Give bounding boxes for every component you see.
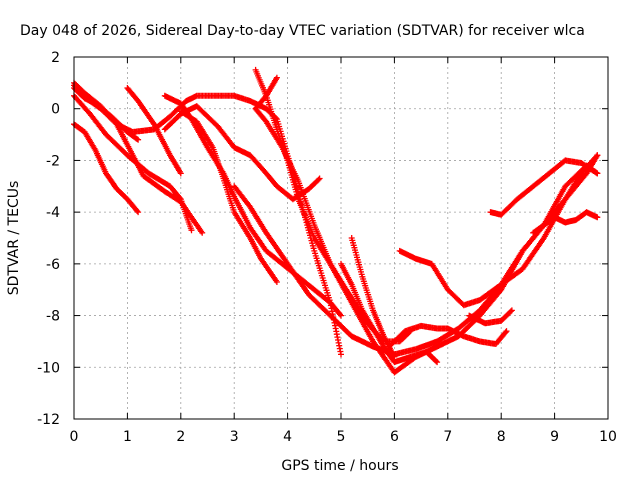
y-tick-label: -2 [46, 153, 60, 169]
y-tick-label: -8 [46, 309, 60, 325]
x-tick-label: 3 [230, 429, 239, 445]
series-point-marks [338, 260, 441, 366]
series-track-16 [386, 322, 510, 350]
series-point-marks [386, 322, 510, 350]
x-tick-label: 7 [443, 429, 452, 445]
y-tick-label: 2 [51, 50, 60, 66]
series-track-17 [466, 307, 515, 327]
x-tick-label: 2 [176, 429, 185, 445]
series-track-9 [177, 108, 280, 285]
y-tick-label: -10 [37, 360, 60, 376]
series-point-marks [124, 85, 184, 177]
axis-ticks: 0 1 2 3 4 5 6 7 8 9 10 -12 -10 -8 -6 -4 -2 0 2 [37, 50, 617, 445]
chart-title: Day 048 of 2026, Sidereal Day-to-day VTE… [20, 23, 585, 39]
x-tick-label: 9 [550, 429, 559, 445]
series-track-19 [530, 209, 601, 236]
series-point-marks [396, 152, 601, 309]
x-tick-label: 4 [283, 429, 292, 445]
series-track-15 [396, 152, 601, 309]
series-point-marks [530, 209, 601, 236]
x-tick-label: 5 [337, 429, 346, 445]
series-point-marks [487, 157, 601, 218]
x-tick-label: 6 [390, 429, 399, 445]
series-track-6 [124, 85, 184, 177]
data-series [71, 66, 601, 376]
y-tick-label: -6 [46, 257, 60, 273]
series-point-marks [177, 108, 280, 285]
y-tick-label: -4 [46, 205, 60, 221]
x-tick-label: 8 [497, 429, 506, 445]
series-point-marks [161, 92, 344, 319]
series-track-13 [338, 260, 441, 366]
x-axis-label: GPS time / hours [281, 458, 398, 474]
series-track-4 [71, 79, 344, 358]
y-tick-label: 0 [51, 102, 60, 118]
x-tick-label: 1 [123, 429, 132, 445]
x-tick-label: 10 [599, 429, 617, 445]
series-track-18 [487, 157, 601, 218]
series-point-marks [466, 307, 515, 327]
y-tick-label: -12 [37, 412, 60, 428]
y-axis-label: SDTVAR / TECUs [6, 181, 22, 296]
grid-lines [74, 57, 608, 419]
series-track-7 [161, 92, 344, 319]
series-point-marks [71, 79, 344, 358]
x-tick-label: 0 [70, 429, 79, 445]
